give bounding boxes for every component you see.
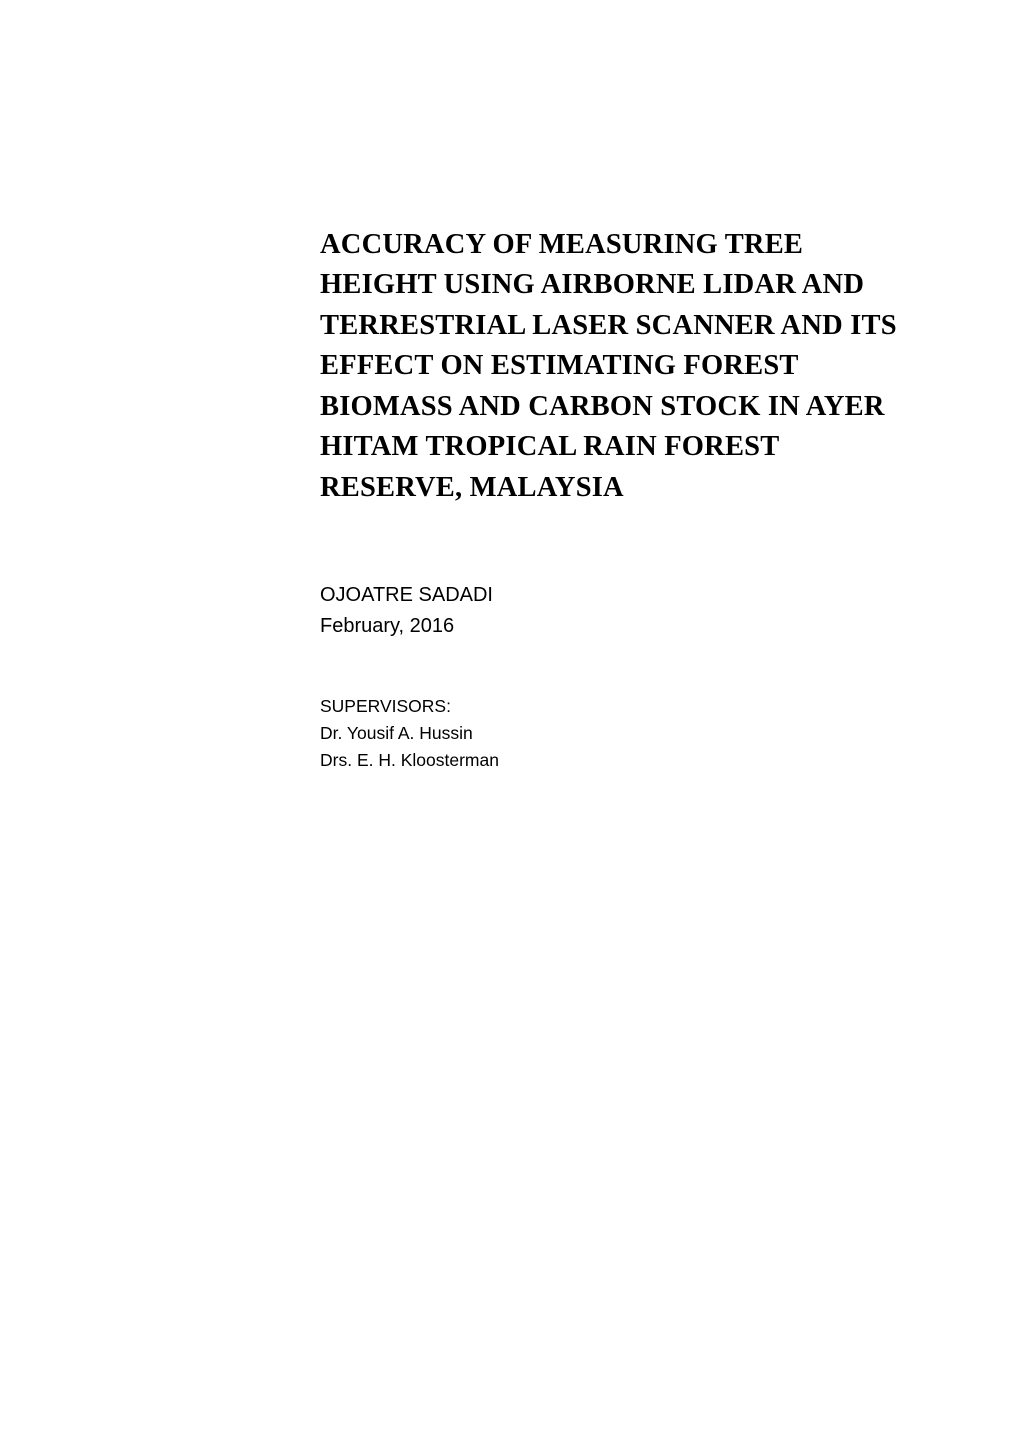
author-date: February, 2016 <box>320 611 900 642</box>
title-page: ACCURACY OF MEASURING TREE HEIGHT USING … <box>0 0 1020 1441</box>
supervisor-2: Drs. E. H. Kloosterman <box>320 747 900 773</box>
author-block: OJOATRE SADADI February, 2016 <box>320 580 900 642</box>
supervisor-1: Dr. Yousif A. Hussin <box>320 720 900 746</box>
author-name: OJOATRE SADADI <box>320 580 900 611</box>
document-title: ACCURACY OF MEASURING TREE HEIGHT USING … <box>320 225 900 508</box>
supervisors-heading: SUPERVISORS: <box>320 692 900 720</box>
supervisors-block: SUPERVISORS: Dr. Yousif A. Hussin Drs. E… <box>320 692 900 773</box>
